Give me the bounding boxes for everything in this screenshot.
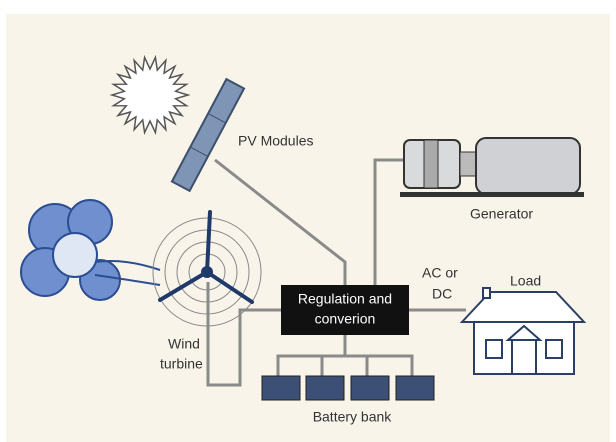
acdc-label: AC or: [422, 265, 458, 281]
door: [511, 339, 537, 375]
wind-cloud: [20, 199, 161, 301]
acdc-label: DC: [432, 286, 452, 302]
battery: [305, 375, 345, 401]
battery: [350, 375, 390, 401]
load-label: Load: [510, 273, 541, 289]
battery: [395, 375, 435, 401]
alternator: [475, 137, 581, 195]
turbine-wire: [206, 282, 281, 387]
blade: [205, 270, 254, 304]
ring: [164, 229, 250, 315]
engine-part: [423, 139, 439, 189]
generator: [400, 137, 584, 197]
window: [485, 339, 503, 359]
panel-body: [170, 77, 246, 193]
generator-wire: [373, 158, 405, 286]
face: [52, 232, 98, 278]
panel-cell-line: [207, 113, 226, 124]
wires: [206, 158, 466, 387]
regulation-box: [281, 285, 409, 335]
chimney: [482, 287, 491, 299]
blade: [205, 210, 212, 274]
blade: [158, 270, 209, 302]
turbine-label: Wind: [168, 336, 200, 352]
base: [400, 192, 584, 197]
battery-bank: [261, 375, 435, 401]
battery-bus: [276, 354, 414, 378]
generator-label: Generator: [470, 206, 533, 222]
panel-cell-line: [190, 146, 209, 157]
wind-turbine: [152, 210, 262, 327]
regulation-label: Regulation and: [298, 291, 392, 307]
battery: [261, 375, 301, 401]
pv-label: PV Modules: [238, 133, 313, 149]
battery-label: Battery bank: [313, 409, 393, 425]
house: [459, 287, 587, 375]
hub: [201, 266, 213, 278]
turbine-label: turbine: [160, 356, 203, 372]
sun: [109, 54, 191, 136]
coupling: [459, 151, 477, 177]
pv-panel: [170, 77, 246, 193]
ring: [152, 217, 262, 327]
regulation-label: converion: [315, 311, 376, 327]
sun-shape: [109, 54, 191, 136]
window: [545, 339, 563, 359]
pv-wire: [214, 158, 347, 286]
